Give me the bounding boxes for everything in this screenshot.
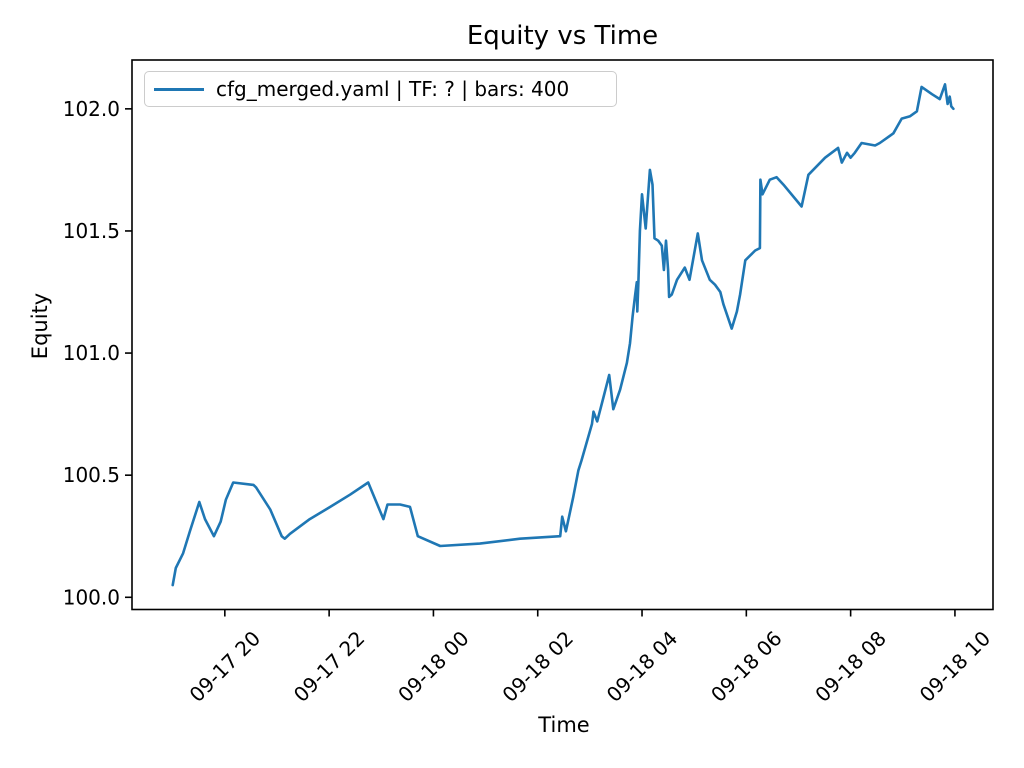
x-tick-label: 09-18 04 [602, 626, 683, 707]
equity-line [171, 83, 955, 587]
legend-line-swatch [154, 87, 204, 91]
legend: cfg_merged.yaml | TF: ? | bars: 400 [144, 71, 617, 107]
legend-label: cfg_merged.yaml | TF: ? | bars: 400 [216, 77, 570, 101]
axes-frame [131, 59, 994, 611]
x-tick-label: 09-18 08 [810, 626, 891, 707]
y-tick-label: 101.5 [63, 219, 120, 243]
x-tick-label: 09-18 10 [915, 626, 996, 707]
x-tick-label: 09-18 06 [706, 626, 787, 707]
x-tick-label: 09-17 22 [289, 626, 370, 707]
y-tick-label: 101.0 [63, 341, 120, 365]
y-tick-label: 102.0 [63, 97, 120, 121]
y-tick-label: 100.0 [63, 585, 120, 609]
x-tick-label: 09-18 00 [393, 626, 474, 707]
y-tick-label: 100.5 [63, 463, 120, 487]
chart-title: Equity vs Time [466, 21, 659, 51]
x-tick-label: 09-18 02 [497, 626, 578, 707]
x-tick-label: 09-17 20 [185, 626, 266, 707]
x-axis-label: Time [538, 713, 590, 737]
